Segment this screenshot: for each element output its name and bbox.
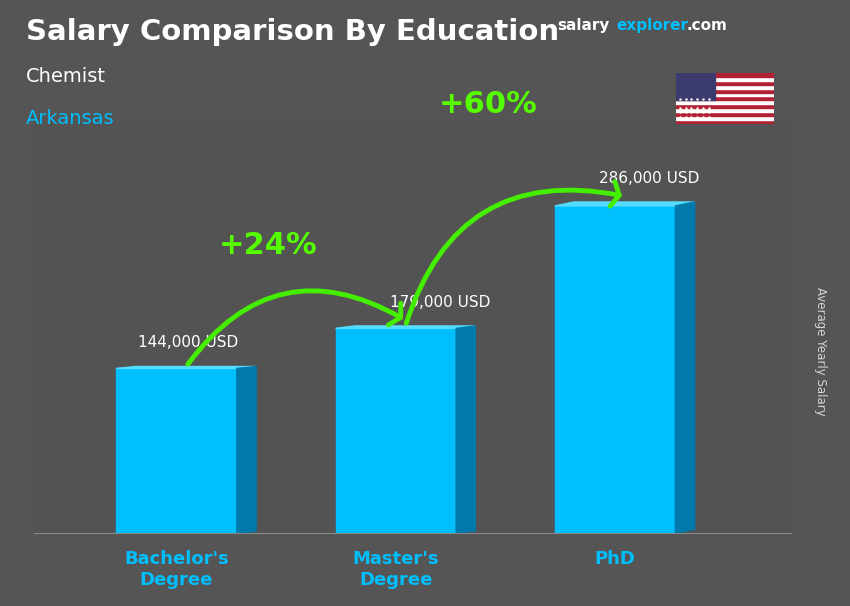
- Text: 286,000 USD: 286,000 USD: [598, 171, 699, 186]
- Bar: [676, 88, 774, 93]
- Bar: [676, 112, 774, 116]
- Bar: [676, 73, 715, 101]
- Text: .com: .com: [687, 18, 728, 33]
- Polygon shape: [555, 202, 694, 206]
- Bar: [676, 101, 774, 104]
- Bar: [676, 108, 774, 112]
- Bar: [676, 85, 774, 88]
- Polygon shape: [676, 202, 694, 533]
- Text: Average Yearly Salary: Average Yearly Salary: [813, 287, 827, 416]
- Polygon shape: [336, 326, 475, 328]
- Text: 179,000 USD: 179,000 USD: [390, 295, 490, 310]
- Bar: [676, 73, 774, 77]
- Text: salary: salary: [557, 18, 609, 33]
- Bar: [676, 93, 774, 96]
- Text: +60%: +60%: [439, 90, 537, 119]
- Text: Chemist: Chemist: [26, 67, 105, 85]
- Bar: [555, 206, 676, 533]
- Text: Arkansas: Arkansas: [26, 109, 114, 128]
- Bar: [676, 116, 774, 120]
- Polygon shape: [456, 326, 475, 533]
- Text: +24%: +24%: [219, 231, 318, 261]
- Bar: [676, 77, 774, 81]
- Text: 144,000 USD: 144,000 USD: [139, 336, 238, 350]
- Bar: [676, 104, 774, 108]
- Text: Salary Comparison By Education: Salary Comparison By Education: [26, 18, 558, 46]
- Bar: [676, 96, 774, 101]
- Bar: [676, 120, 774, 124]
- Bar: [676, 81, 774, 85]
- Text: explorer: explorer: [616, 18, 689, 33]
- Bar: [116, 368, 237, 533]
- Polygon shape: [237, 367, 256, 533]
- Polygon shape: [116, 367, 256, 368]
- Bar: [336, 328, 456, 533]
